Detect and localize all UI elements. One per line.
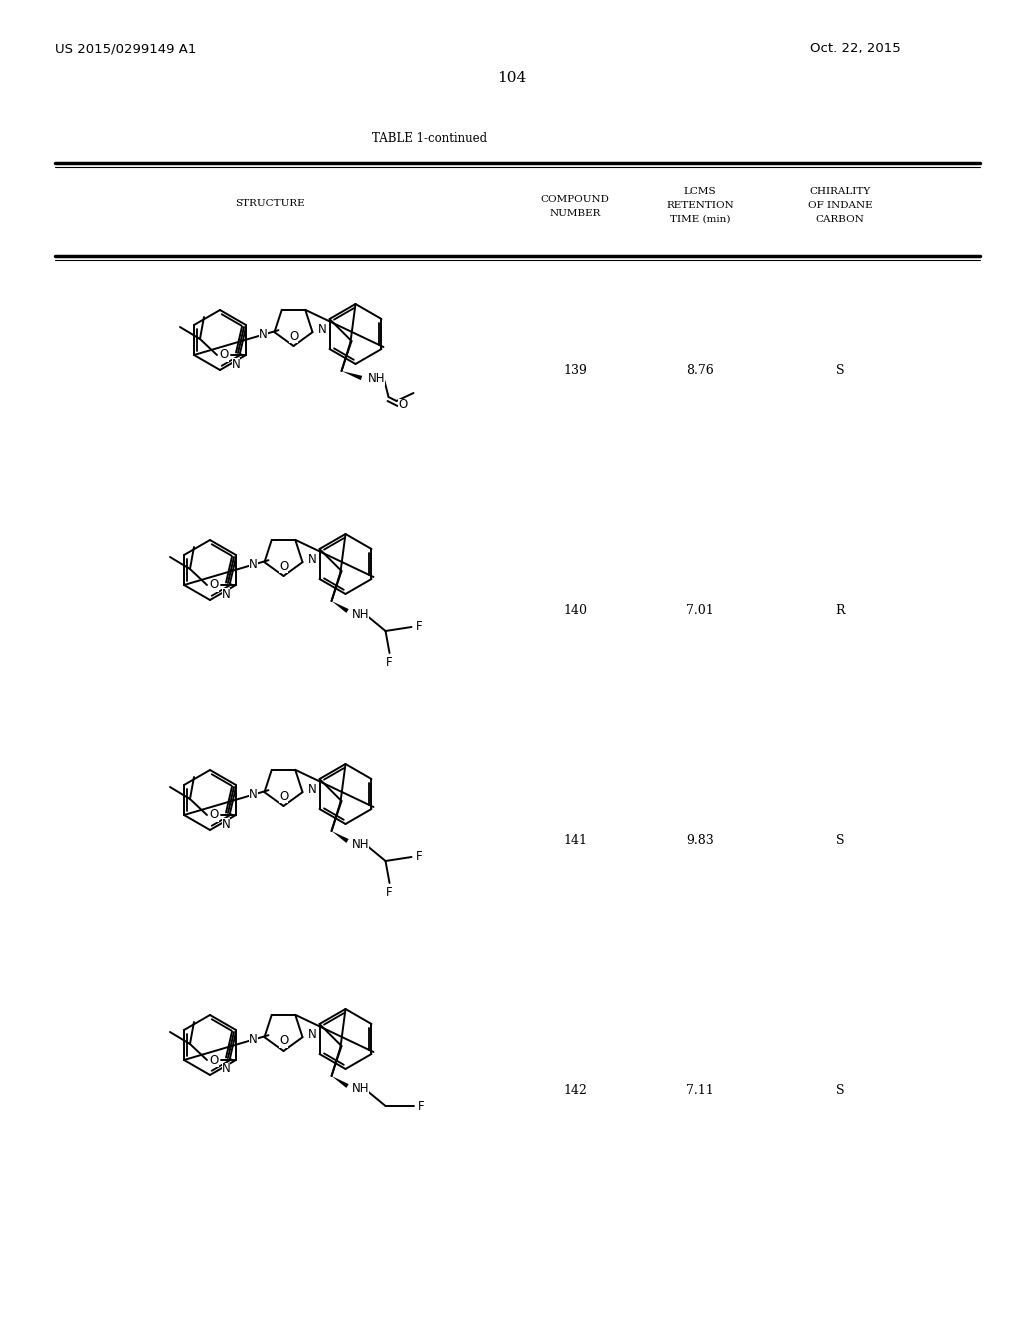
Text: O: O bbox=[219, 348, 228, 362]
Text: TABLE 1-continued: TABLE 1-continued bbox=[373, 132, 487, 145]
Text: O: O bbox=[209, 1053, 218, 1067]
Text: NH: NH bbox=[352, 607, 370, 620]
Text: 104: 104 bbox=[498, 71, 526, 84]
Text: F: F bbox=[386, 656, 393, 669]
Text: N: N bbox=[308, 553, 316, 566]
Text: N: N bbox=[308, 783, 316, 796]
Text: NUMBER: NUMBER bbox=[549, 209, 601, 218]
Text: 140: 140 bbox=[563, 603, 587, 616]
Text: NH: NH bbox=[368, 372, 385, 385]
Text: NH: NH bbox=[352, 837, 370, 850]
Text: N: N bbox=[259, 327, 268, 341]
Text: 141: 141 bbox=[563, 833, 587, 846]
Text: Oct. 22, 2015: Oct. 22, 2015 bbox=[810, 42, 901, 55]
Text: N: N bbox=[221, 587, 230, 601]
Text: F: F bbox=[416, 850, 423, 863]
Text: 9.83: 9.83 bbox=[686, 833, 714, 846]
Text: O: O bbox=[279, 560, 288, 573]
Text: CHIRALITY: CHIRALITY bbox=[809, 186, 870, 195]
Text: N: N bbox=[318, 322, 327, 335]
Text: S: S bbox=[836, 1084, 844, 1097]
Text: O: O bbox=[279, 789, 288, 803]
Text: N: N bbox=[249, 557, 258, 570]
Text: RETENTION: RETENTION bbox=[667, 201, 734, 210]
Text: 8.76: 8.76 bbox=[686, 363, 714, 376]
Text: OF INDANE: OF INDANE bbox=[808, 201, 872, 210]
Text: N: N bbox=[231, 358, 241, 371]
Text: 139: 139 bbox=[563, 363, 587, 376]
Text: NH: NH bbox=[352, 1082, 370, 1096]
Text: O: O bbox=[289, 330, 298, 342]
Text: TIME (min): TIME (min) bbox=[670, 214, 730, 223]
Text: F: F bbox=[386, 887, 393, 899]
Text: N: N bbox=[221, 817, 230, 830]
Polygon shape bbox=[332, 832, 349, 843]
Text: COMPOUND: COMPOUND bbox=[541, 194, 609, 203]
Text: S: S bbox=[836, 833, 844, 846]
Text: CARBON: CARBON bbox=[815, 214, 864, 223]
Text: STRUCTURE: STRUCTURE bbox=[236, 199, 305, 209]
Text: R: R bbox=[836, 603, 845, 616]
Text: O: O bbox=[209, 808, 218, 821]
Text: 7.11: 7.11 bbox=[686, 1084, 714, 1097]
Text: O: O bbox=[209, 578, 218, 591]
Text: 7.01: 7.01 bbox=[686, 603, 714, 616]
Text: S: S bbox=[836, 363, 844, 376]
Text: LCMS: LCMS bbox=[684, 186, 717, 195]
Polygon shape bbox=[332, 1076, 349, 1088]
Polygon shape bbox=[342, 371, 362, 380]
Text: N: N bbox=[221, 1063, 230, 1076]
Text: N: N bbox=[308, 1028, 316, 1040]
Text: F: F bbox=[418, 1100, 425, 1113]
Text: F: F bbox=[416, 620, 423, 634]
Text: N: N bbox=[249, 1032, 258, 1045]
Text: O: O bbox=[279, 1035, 288, 1048]
Text: N: N bbox=[249, 788, 258, 801]
Polygon shape bbox=[332, 601, 349, 612]
Text: O: O bbox=[398, 399, 408, 412]
Text: US 2015/0299149 A1: US 2015/0299149 A1 bbox=[55, 42, 197, 55]
Text: 142: 142 bbox=[563, 1084, 587, 1097]
